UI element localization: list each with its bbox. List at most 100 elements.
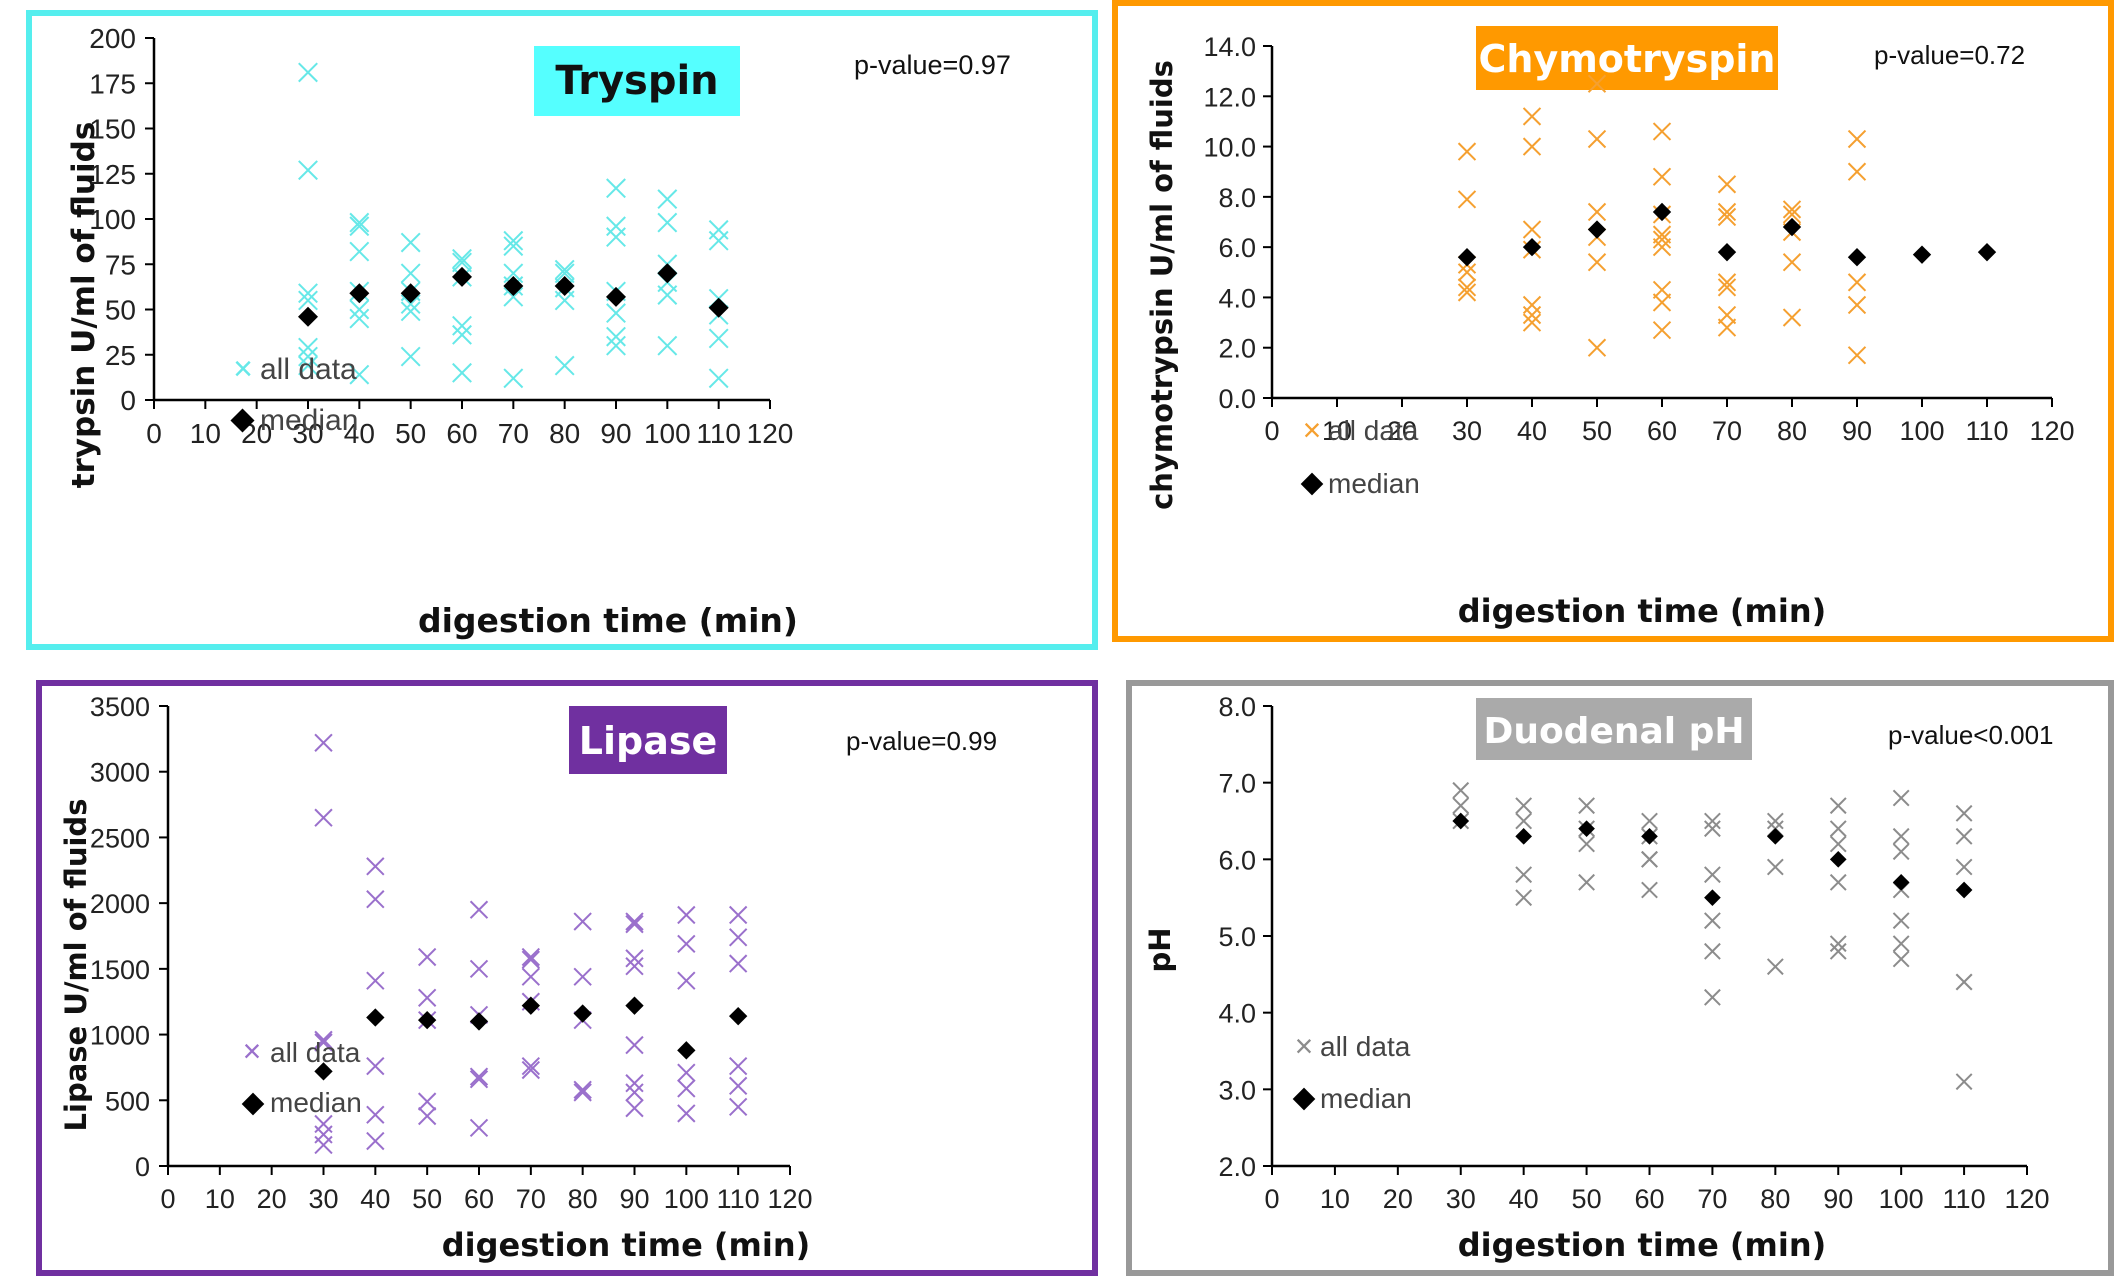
ph-y-tick-label: 5.0	[1218, 922, 1256, 952]
ph-data-point	[1704, 820, 1721, 838]
lipase-y-tick-label: 0	[135, 1152, 150, 1182]
trypsin-y-tick-label: 75	[105, 249, 136, 280]
chymotrypsin-data-point	[1587, 202, 1607, 222]
trypsin-data-point	[400, 232, 421, 253]
trypsin-title: Tryspin	[555, 58, 718, 104]
chymotrypsin-data-point	[1522, 107, 1542, 126]
lipase-legend-median-label: median	[270, 1087, 362, 1118]
chymotrypsin-data-point	[1782, 253, 1802, 272]
trypsin-data-point	[298, 283, 318, 304]
lipase-data-point	[521, 1056, 541, 1076]
lipase-plot-area: 0 10 20 30 40 50 60 70 80 90 100 110 120 0 500 1000 1500…	[90, 692, 813, 1214]
chymotrypsin-y-tick-label: 2.0	[1218, 334, 1256, 364]
lipase-data-point	[625, 1035, 644, 1055]
chymotrypsin-y-tick-label: 0.0	[1218, 384, 1256, 414]
trypsin-data-point	[400, 301, 421, 322]
ph-x-tick-label: 0	[1264, 1184, 1279, 1214]
ph-data-point	[1515, 812, 1533, 830]
chymotrypsin-x-tick-label: 10	[1322, 416, 1352, 446]
lipase-data-point	[728, 954, 748, 973]
ph-data-point	[1892, 843, 1910, 861]
ph-data-point	[1452, 797, 1470, 815]
trypsin-data-point	[554, 355, 575, 376]
chymotrypsin-x-tick-label: 0	[1264, 416, 1279, 446]
chymotrypsin-data-point	[1847, 129, 1867, 149]
trypsin-data-point	[503, 236, 524, 257]
trypsin-title-bg	[534, 46, 740, 116]
ph-x-tick-label: 60	[1634, 1184, 1664, 1214]
lipase-data-point	[521, 950, 541, 969]
ph-data-point	[1704, 812, 1721, 830]
chymotrypsin-median-point	[1587, 220, 1607, 239]
trypsin-x-axis-label: digestion time (min)	[418, 601, 798, 640]
lipase-data-point	[625, 957, 644, 976]
chymotrypsin-data-point	[1652, 122, 1672, 141]
lipase-y-tick-label: 1500	[90, 955, 150, 985]
lipase-data-point	[521, 1060, 541, 1080]
ph-data-point	[1578, 797, 1595, 815]
chymotrypsin-data-point	[1847, 162, 1867, 181]
trypsin-median-point	[606, 286, 626, 307]
chymotrypsin-median-point	[1782, 217, 1802, 237]
lipase-median-point	[366, 1008, 385, 1027]
ph-chart: Duodenal pH p-value<0.001 digestion time…	[1126, 680, 2114, 1276]
lipase-data-point	[573, 1083, 592, 1102]
chymotrypsin-legend-all-label: all data	[1328, 415, 1419, 446]
chymotrypsin-data-point	[1522, 305, 1542, 325]
lipase-legend: × all data median	[241, 1033, 362, 1118]
trypsin-p-value: p-value=0.97	[854, 50, 1011, 80]
lipase-panel: Lipase p-value=0.99 digestion time (min)…	[36, 680, 1098, 1276]
lipase-data-point	[366, 857, 385, 876]
ph-data-point	[1955, 858, 1973, 876]
ph-data-point	[1704, 942, 1721, 960]
ph-data-point	[1766, 812, 1784, 830]
trypsin-x-tick-label: 80	[549, 418, 580, 449]
lipase-x-tick-label: 100	[664, 1184, 709, 1214]
ph-data-point	[1641, 881, 1658, 899]
trypsin-data-point	[349, 364, 370, 385]
chymotrypsin-median-point	[1847, 248, 1867, 267]
chymotrypsin-x-tick-label: 20	[1387, 416, 1417, 446]
ph-x-tick-label: 120	[2004, 1184, 2049, 1214]
lipase-x-tick-label: 90	[619, 1184, 649, 1214]
trypsin-plot-area: 0 10 20 30 40 50 60 70 80 90 100 110 120025507510012…	[89, 23, 793, 449]
lipase-x-tick-label: 110	[717, 1184, 760, 1214]
lipase-y-tick-label: 2000	[90, 889, 150, 919]
chymotrypsin-data-point	[1587, 253, 1607, 272]
lipase-data-point	[314, 1135, 333, 1155]
trypsin-data-point	[554, 259, 575, 280]
ph-x-tick-label: 110	[1943, 1184, 1986, 1214]
trypsin-data-point	[503, 230, 524, 251]
ph-data-point	[1955, 804, 1973, 822]
lipase-data-point	[625, 1099, 644, 1118]
lipase-y-tick-label: 2500	[90, 823, 150, 853]
lipase-data-point	[314, 733, 333, 752]
trypsin-data-point	[708, 368, 729, 389]
chymotrypsin-plot-area: 0 10 20 30 40 50 60 70 80 90 100 110 120 0.0 2.0 4.0 6.0…	[1203, 32, 2074, 446]
ph-data-point	[1578, 835, 1595, 853]
chymotrypsin-x-axis-label: digestion time (min)	[1458, 592, 1827, 630]
trypsin-panel: Tryspin p-value=0.97 digestion time (min…	[26, 10, 1098, 650]
chymotrypsin-y-tick-label: 4.0	[1218, 283, 1256, 313]
ph-x-tick-label: 40	[1509, 1184, 1539, 1214]
trypsin-data-point	[349, 212, 370, 233]
chymotrypsin-median-point	[1652, 202, 1672, 222]
lipase-data-point	[366, 1131, 385, 1151]
ph-data-point	[1829, 797, 1847, 815]
trypsin-data-point	[298, 355, 318, 376]
trypsin-legend-all-marker: ×	[233, 350, 253, 388]
trypsin-y-tick-label: 100	[89, 204, 136, 235]
lipase-x-tick-label: 20	[257, 1184, 287, 1214]
lipase-data-point	[417, 1106, 437, 1126]
trypsin-data-point	[349, 241, 370, 262]
trypsin-chart: Tryspin p-value=0.97 digestion time (min…	[26, 10, 1098, 650]
lipase-y-tick-label: 3000	[90, 758, 150, 788]
trypsin-median-point	[400, 283, 421, 304]
ph-median-point	[1767, 828, 1784, 845]
chymotrypsin-panel: Chymotryspin p-value=0.72 digestion time…	[1112, 0, 2114, 642]
lipase-y-tick-label: 3500	[90, 692, 150, 722]
trypsin-legend: × all data median	[230, 350, 358, 437]
ph-plot-area: 0 10 20 30 40 50 60 70 80 90 100 110 120 2.0 3.0 4.0 5.0…	[1218, 692, 2049, 1214]
trypsin-data-point	[657, 189, 678, 210]
lipase-data-point	[728, 1076, 748, 1095]
